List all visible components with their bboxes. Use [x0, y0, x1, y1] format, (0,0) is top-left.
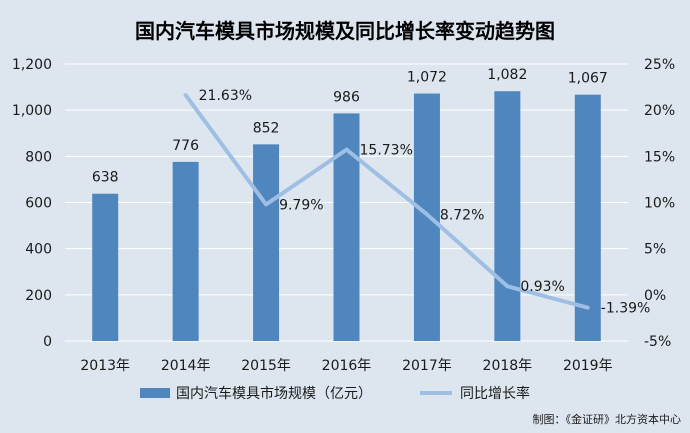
left-tick-label: 600: [25, 196, 52, 212]
left-tick-label: 1,200: [12, 57, 52, 73]
bar-series: [92, 91, 601, 342]
bar-value-label: 1,072: [407, 70, 447, 86]
bar: [253, 144, 280, 341]
growth-value-label: 0.93%: [520, 279, 564, 295]
bar-value-label: 1,067: [568, 71, 608, 87]
left-tick-label: 200: [25, 288, 52, 304]
right-tick-label: -5%: [644, 334, 671, 350]
growth-value-label: 8.72%: [440, 207, 484, 223]
right-tick-label: 0%: [644, 288, 666, 304]
growth-value-label: 21.63%: [199, 88, 252, 104]
growth-value-label: -1.39%: [601, 301, 651, 317]
bar-value-label: 776: [172, 138, 199, 154]
x-tick-label: 2013年: [80, 358, 130, 374]
line-series: [183, 93, 590, 310]
bar: [172, 161, 199, 341]
growth-point: [185, 94, 187, 96]
bar-value-label: 1,082: [487, 67, 527, 83]
chart-title: 国内汽车模具市场规模及同比增长率变动趋势图: [135, 19, 555, 43]
legend-swatch-bar: [140, 388, 170, 398]
right-axis-ticks: -5% 0% 5% 10% 15% 20% 25%: [644, 57, 675, 350]
legend: 国内汽车模具市场规模（亿元） 同比增长率: [140, 385, 530, 402]
right-tick-label: 10%: [644, 196, 675, 212]
x-axis-ticks: 2013年 2014年 2015年 2016年 2017年 2018年 2019年: [80, 358, 612, 374]
x-tick-label: 2014年: [161, 358, 211, 374]
right-tick-label: 25%: [644, 57, 675, 73]
legend-label-bar: 国内汽车模具市场规模（亿元）: [176, 385, 372, 402]
bar: [494, 91, 521, 341]
right-tick-label: 20%: [644, 103, 675, 119]
source-note: 制图：《金证研》北方资本中心: [533, 412, 682, 426]
bar: [333, 113, 360, 341]
growth-point: [587, 307, 589, 309]
bar: [92, 193, 119, 341]
x-tick-label: 2017年: [402, 358, 452, 374]
right-tick-label: 15%: [644, 149, 675, 165]
left-tick-label: 800: [25, 149, 52, 165]
x-tick-label: 2015年: [241, 358, 291, 374]
legend-label-line: 同比增长率: [460, 385, 530, 402]
growth-line: [183, 93, 590, 310]
growth-value-label: 9.79%: [279, 197, 323, 213]
bar-value-label: 638: [92, 170, 119, 186]
growth-point: [506, 285, 508, 287]
growth-point: [426, 213, 428, 215]
growth-point: [346, 149, 347, 151]
growth-value-label: 15.73%: [360, 143, 413, 159]
x-tick-label: 2018年: [483, 358, 533, 374]
left-axis-ticks: 0 200 400 600 800 1,000 1,200: [12, 57, 52, 350]
x-tick-label: 2019年: [563, 358, 613, 374]
growth-point: [265, 203, 267, 205]
bar-data-labels: 638 776 852 986 1,072 1,082 1,067: [92, 67, 608, 185]
bar: [574, 94, 601, 341]
left-tick-label: 0: [43, 334, 52, 350]
left-tick-label: 400: [25, 242, 52, 258]
right-tick-label: 5%: [644, 242, 666, 258]
bar: [413, 93, 440, 342]
line-data-labels: 21.63% 9.79% 15.73% 8.72% 0.93% -1.39%: [199, 88, 651, 317]
left-tick-label: 1,000: [12, 103, 52, 119]
bar-value-label: 986: [333, 89, 360, 105]
bar-value-label: 852: [253, 120, 280, 136]
x-tick-label: 2016年: [322, 358, 372, 374]
